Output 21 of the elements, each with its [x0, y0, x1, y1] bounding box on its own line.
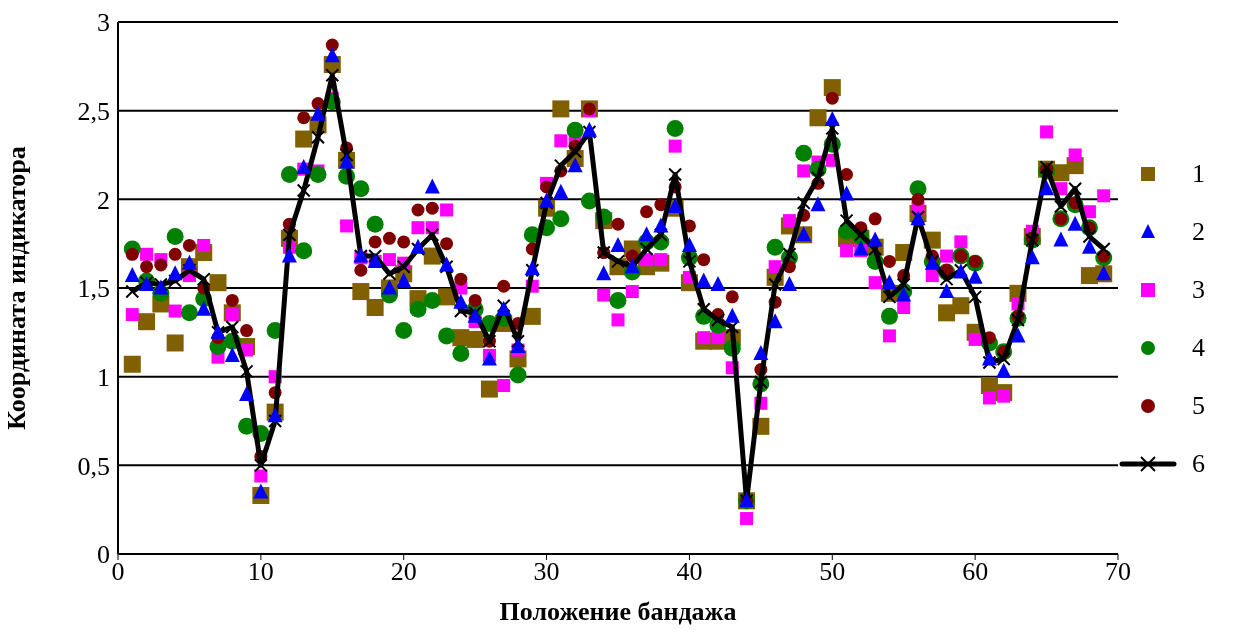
x-tick-label: 40	[676, 557, 703, 587]
x-tick-label: 60	[962, 557, 989, 587]
legend-label: 2	[1192, 217, 1205, 247]
x-tick-label: 10	[247, 557, 274, 587]
y-axis-title: Координата индикатора	[2, 146, 32, 430]
legend-label: 3	[1192, 275, 1205, 305]
y-tick-label: 2,5	[77, 96, 110, 126]
y-tick-label: 1	[97, 362, 110, 392]
y-tick-label: 2	[97, 185, 110, 215]
x-tick-label: 50	[819, 557, 846, 587]
legend-label: 5	[1192, 391, 1205, 421]
legend-label: 1	[1192, 159, 1205, 189]
y-tick-label: 3	[97, 8, 110, 38]
x-tick-label: 20	[390, 557, 417, 587]
x-tick-label: 70	[1105, 557, 1131, 587]
y-tick-label: 1,5	[77, 274, 110, 304]
y-tick-label: 0,5	[77, 451, 110, 481]
x-tick-label: 30	[533, 557, 560, 587]
legend-label: 4	[1192, 333, 1205, 363]
x-axis-title: Положение бандажа	[499, 597, 737, 626]
legend-label: 6	[1192, 449, 1205, 479]
